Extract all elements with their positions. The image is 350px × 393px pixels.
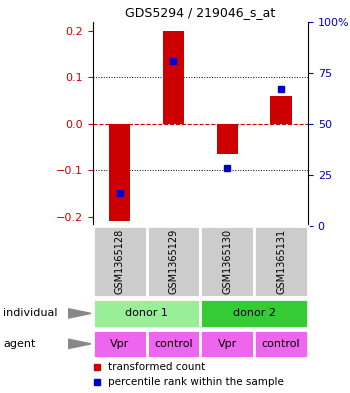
Polygon shape — [68, 309, 91, 318]
Text: GSM1365128: GSM1365128 — [115, 229, 125, 294]
Bar — [109, 124, 131, 221]
Text: transformed count: transformed count — [108, 362, 205, 372]
Text: control: control — [154, 339, 193, 349]
Text: percentile rank within the sample: percentile rank within the sample — [108, 377, 284, 387]
Text: individual: individual — [4, 309, 58, 318]
Text: control: control — [262, 339, 300, 349]
Bar — [163, 31, 184, 124]
Text: Vpr: Vpr — [218, 339, 237, 349]
Bar — [217, 124, 238, 154]
Text: GSM1365130: GSM1365130 — [222, 229, 232, 294]
Text: Vpr: Vpr — [110, 339, 129, 349]
Title: GDS5294 / 219046_s_at: GDS5294 / 219046_s_at — [125, 6, 275, 19]
Text: donor 2: donor 2 — [233, 309, 276, 318]
Text: GSM1365131: GSM1365131 — [276, 229, 286, 294]
Text: agent: agent — [4, 339, 36, 349]
Bar — [270, 96, 292, 124]
Text: donor 1: donor 1 — [125, 309, 168, 318]
Text: GSM1365129: GSM1365129 — [168, 229, 178, 294]
Polygon shape — [68, 339, 91, 349]
